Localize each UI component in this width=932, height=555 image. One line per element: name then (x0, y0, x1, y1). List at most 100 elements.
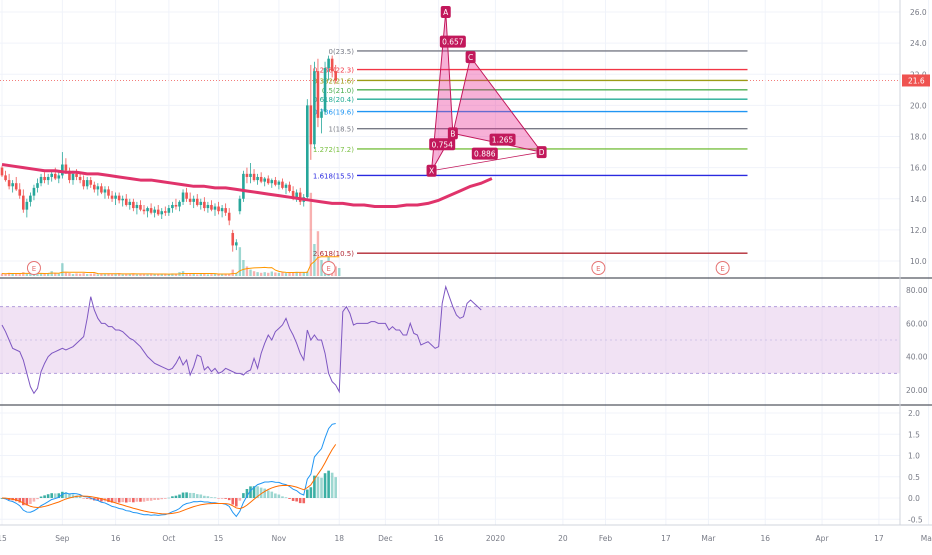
time-tick-label: Oct (162, 534, 175, 543)
volume-bar (75, 273, 78, 276)
candle-body (132, 201, 135, 209)
earnings-marker-icon[interactable] (26, 261, 41, 275)
macd-tick-label: -0.5 (908, 515, 923, 524)
volume-bar (139, 274, 142, 276)
macd-histogram-bar (100, 498, 103, 502)
volume-bar (7, 272, 11, 276)
volume-bar (295, 271, 298, 276)
macd-histogram-bar (217, 498, 220, 499)
candle-body (11, 183, 14, 187)
macd-histogram-bar (139, 498, 142, 502)
candle-body (274, 180, 277, 185)
macd-histogram-bar (174, 495, 178, 498)
candle-body (7, 180, 11, 187)
macd-histogram-bar (316, 476, 320, 498)
time-tick-label: 20 (558, 534, 568, 543)
fib-level-label: 0.618(20.4) (313, 96, 354, 104)
candle-body (128, 201, 132, 205)
macd-histogram-bar (238, 498, 242, 501)
fib-level-label: 1.618(15.5) (313, 172, 354, 180)
macd-histogram-bar (188, 492, 192, 498)
macd-histogram-bar (195, 494, 199, 498)
macd-histogram-bar (160, 498, 164, 500)
pattern-point-c-badge (465, 51, 476, 64)
pattern-ratio-label: 1.265 (492, 136, 514, 145)
macd-histogram-bar (313, 475, 316, 498)
macd-histogram-bar (124, 498, 128, 503)
volume-bar (256, 272, 259, 276)
earnings-marker-icon[interactable] (591, 261, 606, 275)
volume-bar (103, 274, 107, 276)
macd-histogram-bar (274, 493, 277, 498)
candle-body (231, 232, 235, 246)
macd-histogram-bar (252, 486, 256, 498)
volume-bar (302, 272, 305, 276)
macd-tick-label: 1.5 (908, 430, 920, 439)
candle-body (199, 201, 203, 205)
fib-level-label: 0.786(19.6) (313, 109, 354, 117)
macd-histogram-bar (185, 492, 188, 498)
macd-histogram-bar (29, 498, 32, 504)
time-tick-label: Dec (378, 534, 393, 543)
earnings-marker-label: E (720, 265, 724, 273)
macd-histogram-bar (327, 470, 330, 498)
candle-body (259, 176, 263, 182)
time-tick-label: 15 (214, 534, 224, 543)
macd-histogram-bar (249, 486, 252, 498)
pattern-ratio-badge (471, 147, 498, 160)
candle-body (316, 71, 320, 118)
volume-bar (128, 274, 131, 276)
macd-histogram-bar (46, 494, 50, 498)
candle-body (171, 204, 174, 209)
earnings-marker-label: E (32, 265, 36, 273)
fib-level-label: 0.5(21.0) (322, 87, 354, 95)
fib-level-label: 1.272(17.2) (313, 146, 354, 154)
volume-bar (217, 274, 220, 276)
rsi-tick-label: 80.00 (906, 286, 928, 295)
candle-body (242, 173, 245, 199)
time-tick-label: Apr (816, 534, 830, 543)
macd-histogram-bar (259, 487, 263, 498)
macd-histogram-bar (50, 493, 53, 498)
macd-histogram-bar (110, 498, 114, 503)
candle-body (4, 175, 7, 181)
volume-bar (192, 273, 195, 276)
candle-body (75, 173, 78, 177)
candle-body (110, 195, 114, 199)
macd-histogram-bar (242, 493, 245, 498)
macd-histogram-bar (18, 498, 22, 503)
macd-histogram-bar (164, 498, 167, 499)
candle-body (327, 58, 330, 69)
volume-bar (22, 272, 25, 276)
volume-bar (25, 273, 29, 276)
candle-body (277, 181, 281, 185)
volume-bar (174, 274, 178, 276)
candle-body (29, 195, 32, 202)
candle-body (68, 170, 71, 181)
candle-body (117, 195, 121, 201)
macd-histogram-bar (203, 495, 206, 498)
price-tick-label: 18.0 (910, 133, 927, 142)
volume-bar (252, 271, 256, 276)
price-tick-label: 14.0 (910, 195, 927, 204)
volume-bar (199, 274, 202, 276)
earnings-marker-icon[interactable] (715, 261, 730, 275)
volume-bar (71, 274, 75, 276)
macd-histogram-bar (25, 498, 29, 506)
candle-body (107, 189, 110, 196)
macd-histogram-bar (57, 493, 61, 498)
candle-body (181, 192, 185, 202)
candle-body (252, 173, 256, 181)
macd-histogram-bar (277, 494, 281, 498)
macd-histogram-bar (181, 492, 185, 498)
volume-bar (160, 273, 163, 276)
earnings-marker-label: E (326, 265, 330, 273)
earnings-marker-icon[interactable] (321, 261, 336, 275)
candle-body (249, 173, 252, 177)
candle-body (103, 189, 107, 193)
time-tick-label: Sep (55, 534, 69, 543)
candle-body (93, 184, 96, 190)
pattern-ratio-badge (439, 35, 466, 48)
